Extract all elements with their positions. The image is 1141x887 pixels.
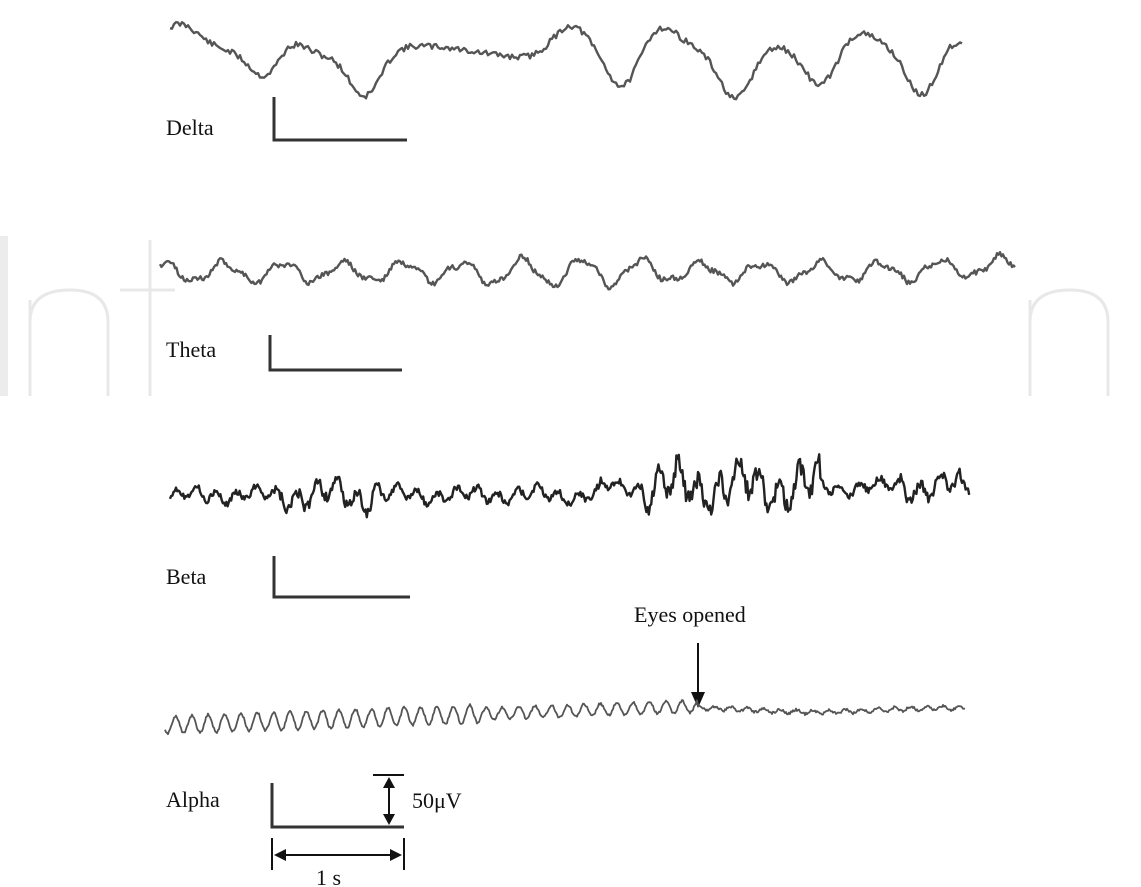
voltage-scale-label: 50μV — [412, 788, 462, 813]
eyes-opened-label: Eyes opened — [634, 602, 746, 627]
theta-trace — [158, 251, 1016, 291]
theta-band: Theta — [158, 251, 1016, 372]
alpha-label: Alpha — [166, 787, 220, 812]
delta-label: Delta — [166, 115, 214, 140]
delta-scale-bar — [272, 97, 407, 142]
time-scale-label: 1 s — [316, 865, 341, 887]
voltage-scale-arrow-down — [383, 814, 395, 825]
delta-trace — [169, 21, 963, 101]
time-scale: 1 s — [271, 838, 405, 887]
alpha-scale-bar — [270, 783, 404, 829]
time-scale-arrow-left — [274, 849, 286, 861]
watermark — [0, 236, 1110, 396]
beta-label: Beta — [166, 564, 207, 589]
beta-trace — [168, 453, 971, 519]
beta-band: Beta — [166, 453, 971, 599]
eyes-opened-annotation: Eyes opened — [634, 602, 746, 708]
voltage-scale: 50μV — [373, 774, 462, 825]
theta-label: Theta — [166, 337, 216, 362]
time-scale-arrow-right — [390, 849, 402, 861]
theta-scale-bar — [268, 335, 402, 372]
voltage-scale-arrow-up — [383, 777, 395, 788]
eyes-opened-arrow-head — [691, 692, 705, 708]
beta-scale-bar — [272, 556, 410, 599]
alpha-trace — [164, 699, 966, 736]
delta-band: Delta — [166, 21, 963, 142]
alpha-band: Alpha — [164, 699, 966, 829]
